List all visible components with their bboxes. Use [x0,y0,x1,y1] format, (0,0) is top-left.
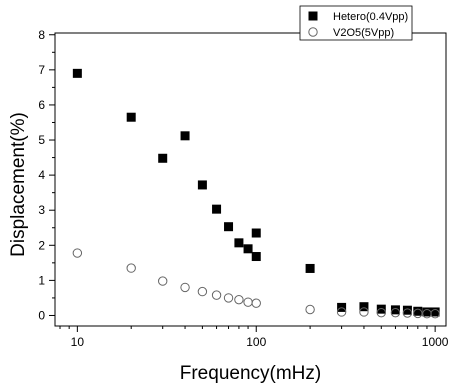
v2o5-point [359,307,369,317]
v2o5-point [72,248,83,258]
hetero-point [251,228,261,238]
v2o5-point [234,294,244,305]
legend: Hetero(0.4Vpp) V2O5(5Vpp) [299,5,413,41]
hetero-point [413,306,423,316]
x-tick-label: 1000 [422,335,449,349]
hetero-point [72,68,82,78]
hetero-point [402,305,412,315]
hetero-point [390,305,400,315]
y-tick-label: 2 [38,238,45,252]
y-tick-label: 6 [38,98,45,112]
y-tick-label: 8 [38,28,45,42]
hetero-point [180,131,190,141]
y-tick-label: 7 [38,63,45,77]
v2o5-point [158,276,168,286]
hetero-point [158,153,168,163]
x-axis-title: Frequency(mHz) [180,363,321,384]
legend-marker-icon [308,27,318,37]
v2o5-point [390,307,401,318]
hetero-point [430,307,440,317]
x-tick-label: 10 [71,335,85,349]
hetero-point [243,244,253,254]
y-tick-label: 1 [38,273,45,287]
legend-entry-hetero: Hetero(0.4Vpp) [333,11,408,23]
hetero-point [376,304,386,314]
hetero-point [305,263,315,273]
v2o5-point [251,298,261,308]
chart-marks [72,68,440,319]
legend-symbol-hetero [308,11,318,21]
v2o5-point [336,307,347,317]
v2o5-point [243,297,253,307]
hetero-point [212,204,222,214]
legend-marker-icon [308,11,318,21]
x-axis: 10 100 1000 [59,326,449,349]
y-axis-title: Displacement(%) [8,112,29,257]
v2o5-point [223,293,234,303]
legend-entry-v2o5: V2O5(5Vpp) [333,27,394,39]
hetero-point [359,302,369,312]
x-tick-label: 100 [246,335,266,349]
v2o5-point [413,308,423,319]
v2o5-point [211,290,222,300]
y-axis: 0 1 2 3 4 5 6 7 8 [38,28,55,322]
y-tick-label: 0 [38,308,45,322]
y-tick-label: 3 [38,203,45,217]
plot-frame-rect [54,32,447,327]
v2o5-point [197,286,208,297]
y-tick-label: 4 [38,168,45,182]
hetero-point [126,112,136,122]
v2o5-point [402,308,413,318]
v2o5-point [180,282,190,293]
y-tick-label: 5 [38,133,45,147]
hetero-point [422,307,432,317]
v2o5-point [126,263,136,273]
legend-symbol-v2o5 [308,27,318,37]
hetero-point [197,180,207,190]
v2o5-point [376,307,386,318]
plot-frame [54,32,447,327]
hetero-point [251,252,261,262]
v2o5-point [305,304,315,315]
v2o5-point [430,309,440,319]
legend-box [299,5,413,41]
hetero-point [224,222,234,232]
hetero-point [234,238,244,248]
